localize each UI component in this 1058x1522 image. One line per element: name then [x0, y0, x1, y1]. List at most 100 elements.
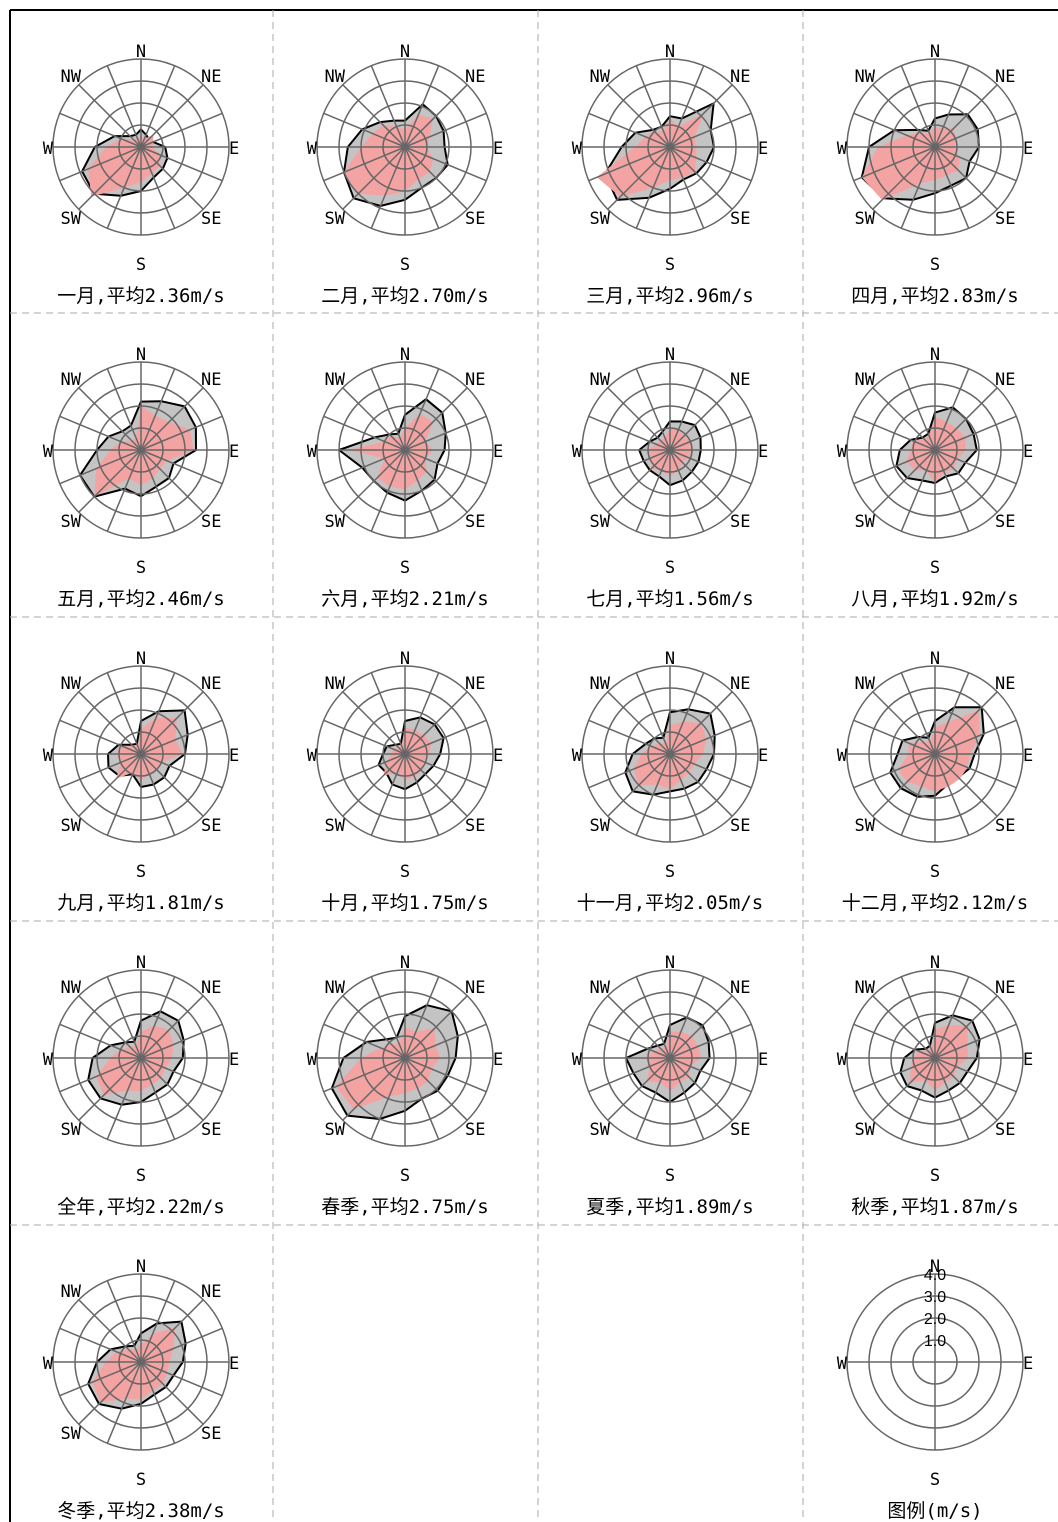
grid-spoke — [140, 387, 204, 451]
direction-label-e: E — [758, 139, 768, 159]
grid-spoke — [934, 1057, 970, 1140]
grid-spoke — [934, 753, 1017, 789]
grid-spoke — [404, 753, 487, 789]
direction-label-s: S — [930, 862, 940, 882]
grid-spoke — [669, 753, 705, 836]
grid-spoke — [59, 1057, 142, 1093]
direction-label-s: S — [400, 255, 410, 275]
grid-spoke — [934, 65, 970, 148]
direction-label-s: S — [136, 1470, 146, 1490]
direction-label-sw: SW — [590, 512, 611, 532]
grid-spoke — [140, 1361, 176, 1444]
direction-label-w: W — [572, 442, 583, 462]
grid-spoke — [323, 719, 406, 755]
panel-caption: 三月,平均2.96m/s — [586, 285, 754, 307]
direction-label-s: S — [136, 255, 146, 275]
grid-spoke — [78, 691, 142, 755]
direction-label-n: N — [136, 953, 146, 973]
direction-label-sw: SW — [61, 1424, 82, 1444]
grid-spoke — [370, 672, 406, 755]
grid-spoke — [900, 449, 936, 532]
grid-spoke — [934, 387, 998, 451]
grid-spoke — [934, 146, 998, 210]
direction-label-nw: NW — [590, 370, 611, 390]
grid-spoke — [669, 719, 752, 755]
direction-label-se: SE — [465, 512, 485, 532]
grid-spoke — [140, 449, 176, 532]
direction-label-se: SE — [465, 209, 485, 229]
grid-spoke — [78, 1299, 142, 1363]
direction-label-n: N — [136, 345, 146, 365]
grid-spoke — [404, 146, 468, 210]
direction-label-n: N — [665, 649, 675, 669]
grid-spoke — [588, 753, 671, 789]
direction-label-e: E — [1023, 1354, 1033, 1374]
grid-spoke — [669, 1057, 705, 1140]
grid-spoke — [404, 387, 468, 451]
direction-label-w: W — [837, 139, 848, 159]
direction-label-nw: NW — [61, 674, 82, 694]
direction-label-nw: NW — [61, 1282, 82, 1302]
grid-spoke — [669, 146, 752, 182]
grid-spoke — [588, 1023, 671, 1059]
grid-spoke — [934, 368, 970, 451]
grid-spoke — [934, 1023, 1017, 1059]
grid-spoke — [934, 449, 970, 532]
grid-spoke — [853, 449, 936, 485]
direction-label-n: N — [930, 42, 940, 62]
grid-spoke — [342, 84, 406, 148]
direction-label-ne: NE — [995, 674, 1015, 694]
direction-label-se: SE — [201, 1424, 221, 1444]
grid-spoke — [588, 415, 671, 451]
direction-label-ne: NE — [730, 978, 750, 998]
direction-label-n: N — [665, 42, 675, 62]
grid-spoke — [669, 449, 705, 532]
direction-label-nw: NW — [590, 978, 611, 998]
panel-caption: 七月,平均1.56m/s — [586, 588, 754, 610]
grid-spoke — [140, 449, 204, 513]
direction-label-e: E — [1023, 442, 1033, 462]
grid-spoke — [669, 146, 733, 210]
direction-label-se: SE — [465, 816, 485, 836]
grid-spoke — [635, 368, 671, 451]
grid-spoke — [853, 1023, 936, 1059]
direction-label-s: S — [930, 558, 940, 578]
grid-spoke — [588, 146, 671, 182]
grid-spoke — [635, 976, 671, 1059]
grid-spoke — [588, 112, 671, 148]
direction-label-se: SE — [730, 512, 750, 532]
grid-spoke — [635, 753, 671, 836]
grid-spoke — [934, 691, 998, 755]
direction-label-e: E — [493, 139, 503, 159]
direction-label-sw: SW — [855, 816, 876, 836]
direction-label-e: E — [229, 1354, 239, 1374]
panel-caption: 九月,平均1.81m/s — [57, 892, 225, 914]
grid-spoke — [106, 368, 142, 451]
grid-spoke — [588, 719, 671, 755]
grid-spoke — [106, 1280, 142, 1363]
direction-label-se: SE — [201, 816, 221, 836]
grid-spoke — [404, 449, 440, 532]
grid-spoke — [872, 995, 936, 1059]
grid-spoke — [78, 1361, 142, 1425]
grid-spoke — [370, 65, 406, 148]
grid-spoke — [404, 719, 487, 755]
grid-spoke — [106, 65, 142, 148]
direction-label-n: N — [665, 345, 675, 365]
grid-spoke — [853, 719, 936, 755]
grid-spoke — [669, 976, 705, 1059]
grid-spoke — [59, 1327, 142, 1363]
grid-spoke — [370, 449, 406, 532]
grid-spoke — [934, 672, 970, 755]
grid-spoke — [323, 415, 406, 451]
grid-spoke — [404, 1057, 440, 1140]
grid-spoke — [140, 65, 176, 148]
direction-label-w: W — [572, 746, 583, 766]
grid-spoke — [635, 449, 671, 532]
